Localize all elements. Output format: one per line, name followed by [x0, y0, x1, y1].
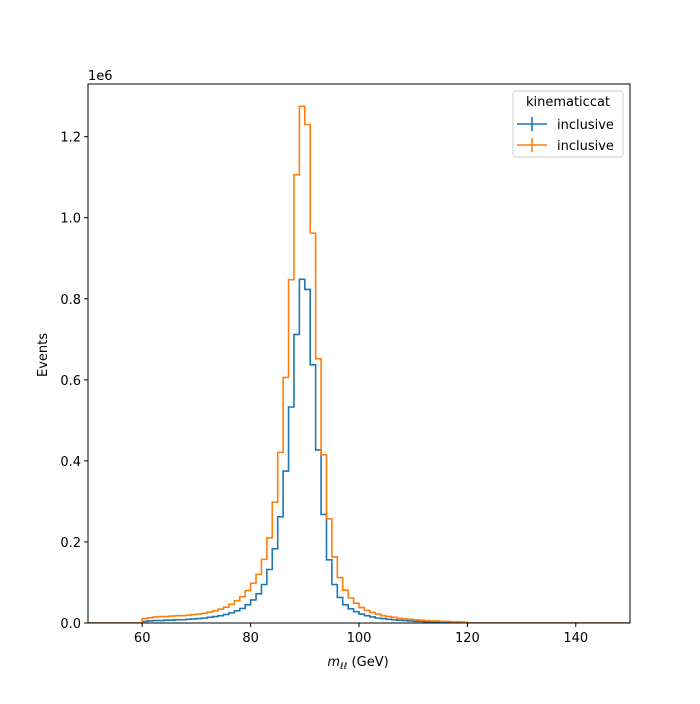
y-scale-label: 1e6 [88, 69, 113, 84]
x-axis-label: mℓℓ (GeV) [327, 655, 388, 672]
x-axis-label-unit: (GeV) [347, 655, 388, 670]
legend-frame [512, 90, 624, 158]
legend-entry: inclusive [517, 117, 614, 133]
y-tick-label: 0.4 [60, 455, 81, 470]
legend-title: kinematiccat [526, 95, 610, 110]
legend-entry: inclusive [517, 138, 614, 154]
axes-layer: 60 80 100 120 140 0.0 0.2 0.4 0.6 0.8 1.0 1.2 [60, 83, 631, 646]
y-tick-label: 0.0 [60, 617, 81, 632]
legend-entry-label: inclusive [557, 118, 614, 133]
legend: kinematiccat inclusive inclusive [512, 90, 624, 158]
plot-area [88, 105, 630, 623]
histogram-series-2-step-line [88, 105, 630, 623]
x-tick-label: 140 [563, 631, 588, 646]
y-tick-label: 0.6 [60, 374, 81, 389]
x-tick-label: 120 [455, 631, 480, 646]
y-tick-label: 0.8 [60, 293, 81, 308]
y-tick-label: 1.0 [60, 212, 81, 227]
x-tick-label: 80 [242, 631, 259, 646]
x-tick-label: 100 [347, 631, 372, 646]
plot-layer [88, 105, 630, 623]
legend-entry-label: inclusive [557, 139, 614, 154]
x-axis-label-subscript: ℓℓ [339, 662, 347, 672]
x-axis-label-symbol: m [327, 655, 340, 670]
y-tick-label: 0.2 [60, 536, 81, 551]
histogram-series-1-step-line [88, 278, 630, 623]
y-tick-label: 1.2 [60, 131, 81, 146]
y-axis-label: Events [36, 333, 51, 377]
x-tick-label: 60 [134, 631, 151, 646]
